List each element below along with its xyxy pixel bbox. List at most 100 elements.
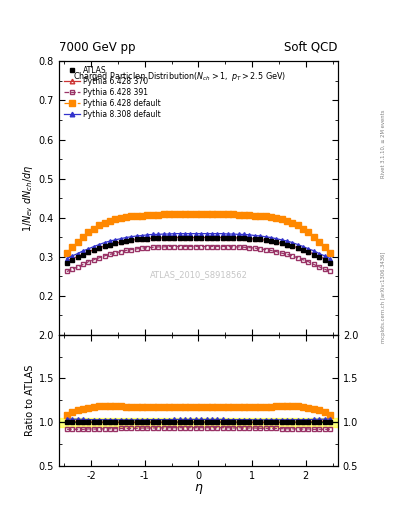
Pythia 6.428 370 xyxy=(113,240,118,246)
Pythia 8.308 default xyxy=(161,231,166,237)
Pythia 6.428 370 xyxy=(124,238,129,244)
Pythia 6.428 default xyxy=(285,218,289,224)
Pythia 6.428 391 xyxy=(263,247,268,253)
Pythia 6.428 391 xyxy=(97,255,101,261)
Pythia 6.428 default xyxy=(279,216,284,222)
Pythia 6.428 default xyxy=(108,218,112,224)
ATLAS xyxy=(279,240,284,246)
ATLAS xyxy=(193,235,198,241)
Pythia 8.308 default xyxy=(296,242,300,248)
Pythia 6.428 370 xyxy=(209,234,214,241)
Text: Rivet 3.1.10, ≥ 2M events: Rivet 3.1.10, ≥ 2M events xyxy=(381,109,386,178)
Pythia 6.428 370 xyxy=(258,237,263,243)
Pythia 6.428 default xyxy=(236,212,241,218)
Pythia 6.428 370 xyxy=(263,237,268,243)
Pythia 6.428 370 xyxy=(204,234,209,241)
ATLAS xyxy=(102,243,107,249)
Pythia 6.428 391 xyxy=(129,247,134,253)
Pythia 6.428 370 xyxy=(102,243,107,249)
ATLAS xyxy=(172,235,177,241)
Pythia 6.428 default xyxy=(156,212,161,218)
Pythia 6.428 391 xyxy=(215,243,220,249)
Pythia 6.428 default xyxy=(268,214,273,220)
Pythia 6.428 default xyxy=(247,212,252,218)
Pythia 6.428 391 xyxy=(252,245,257,251)
ATLAS xyxy=(156,235,161,241)
Pythia 6.428 default xyxy=(97,222,101,228)
Pythia 6.428 default xyxy=(209,211,214,217)
Pythia 6.428 370 xyxy=(145,236,150,242)
Pythia 6.428 default xyxy=(301,225,305,231)
ATLAS xyxy=(285,242,289,248)
Pythia 8.308 default xyxy=(140,232,145,239)
Pythia 6.428 default xyxy=(172,211,177,218)
Pythia 6.428 391 xyxy=(274,248,279,254)
ATLAS xyxy=(306,249,311,255)
Pythia 8.308 default xyxy=(145,232,150,238)
Pythia 6.428 391 xyxy=(258,246,263,252)
Pythia 6.428 default xyxy=(151,212,155,218)
ATLAS xyxy=(220,235,225,241)
Pythia 8.308 default xyxy=(274,236,279,242)
Y-axis label: Ratio to ATLAS: Ratio to ATLAS xyxy=(24,365,35,436)
ATLAS xyxy=(140,236,145,242)
Pythia 6.428 370 xyxy=(151,235,155,241)
Pythia 6.428 370 xyxy=(134,237,139,243)
Pythia 6.428 391 xyxy=(236,244,241,250)
ATLAS xyxy=(188,235,193,241)
Pythia 6.428 default xyxy=(118,215,123,221)
Pythia 6.428 default xyxy=(226,211,230,218)
ATLAS xyxy=(247,236,252,242)
ATLAS xyxy=(268,238,273,244)
ATLAS xyxy=(177,235,182,241)
ATLAS xyxy=(290,243,295,249)
Pythia 6.428 default xyxy=(296,222,300,228)
Pythia 6.428 370 xyxy=(183,234,187,241)
ATLAS xyxy=(81,251,85,258)
ATLAS xyxy=(312,251,316,258)
Pythia 8.308 default xyxy=(247,232,252,238)
ATLAS xyxy=(236,235,241,241)
Pythia 6.428 370 xyxy=(242,235,246,241)
Text: 7000 GeV pp: 7000 GeV pp xyxy=(59,41,136,54)
Pythia 6.428 370 xyxy=(70,255,75,262)
Pythia 6.428 391 xyxy=(231,244,236,250)
Pythia 6.428 370 xyxy=(188,234,193,241)
Pythia 6.428 370 xyxy=(86,249,91,255)
Pythia 6.428 default xyxy=(177,211,182,217)
Pythia 8.308 default xyxy=(199,230,204,237)
Pythia 6.428 391 xyxy=(193,243,198,249)
Line: Pythia 8.308 default: Pythia 8.308 default xyxy=(65,231,332,261)
ATLAS xyxy=(167,235,171,241)
Pythia 6.428 370 xyxy=(129,237,134,243)
Pythia 8.308 default xyxy=(226,231,230,237)
Pythia 8.308 default xyxy=(129,233,134,240)
ATLAS xyxy=(301,247,305,253)
ATLAS xyxy=(242,235,246,241)
Pythia 8.308 default xyxy=(231,231,236,237)
Pythia 6.428 391 xyxy=(285,251,289,258)
ATLAS xyxy=(215,235,220,241)
Pythia 8.308 default xyxy=(301,243,305,249)
Pythia 6.428 default xyxy=(161,211,166,218)
Pythia 8.308 default xyxy=(124,234,129,241)
Pythia 6.428 370 xyxy=(317,253,321,260)
Pythia 6.428 default xyxy=(92,225,96,231)
Pythia 6.428 391 xyxy=(86,259,91,265)
Pythia 8.308 default xyxy=(151,231,155,238)
ATLAS xyxy=(113,240,118,246)
Pythia 6.428 default xyxy=(306,229,311,236)
Pythia 6.428 370 xyxy=(156,235,161,241)
Pythia 6.428 default xyxy=(64,250,69,256)
Pythia 6.428 370 xyxy=(301,247,305,253)
Pythia 6.428 370 xyxy=(81,251,85,257)
ATLAS xyxy=(161,235,166,241)
Pythia 6.428 370 xyxy=(75,253,80,260)
Pythia 6.428 370 xyxy=(290,243,295,249)
ATLAS xyxy=(226,235,230,241)
ATLAS xyxy=(231,235,236,241)
Pythia 6.428 default xyxy=(252,212,257,219)
Pythia 8.308 default xyxy=(156,231,161,238)
ATLAS xyxy=(118,239,123,245)
ATLAS xyxy=(274,239,279,245)
